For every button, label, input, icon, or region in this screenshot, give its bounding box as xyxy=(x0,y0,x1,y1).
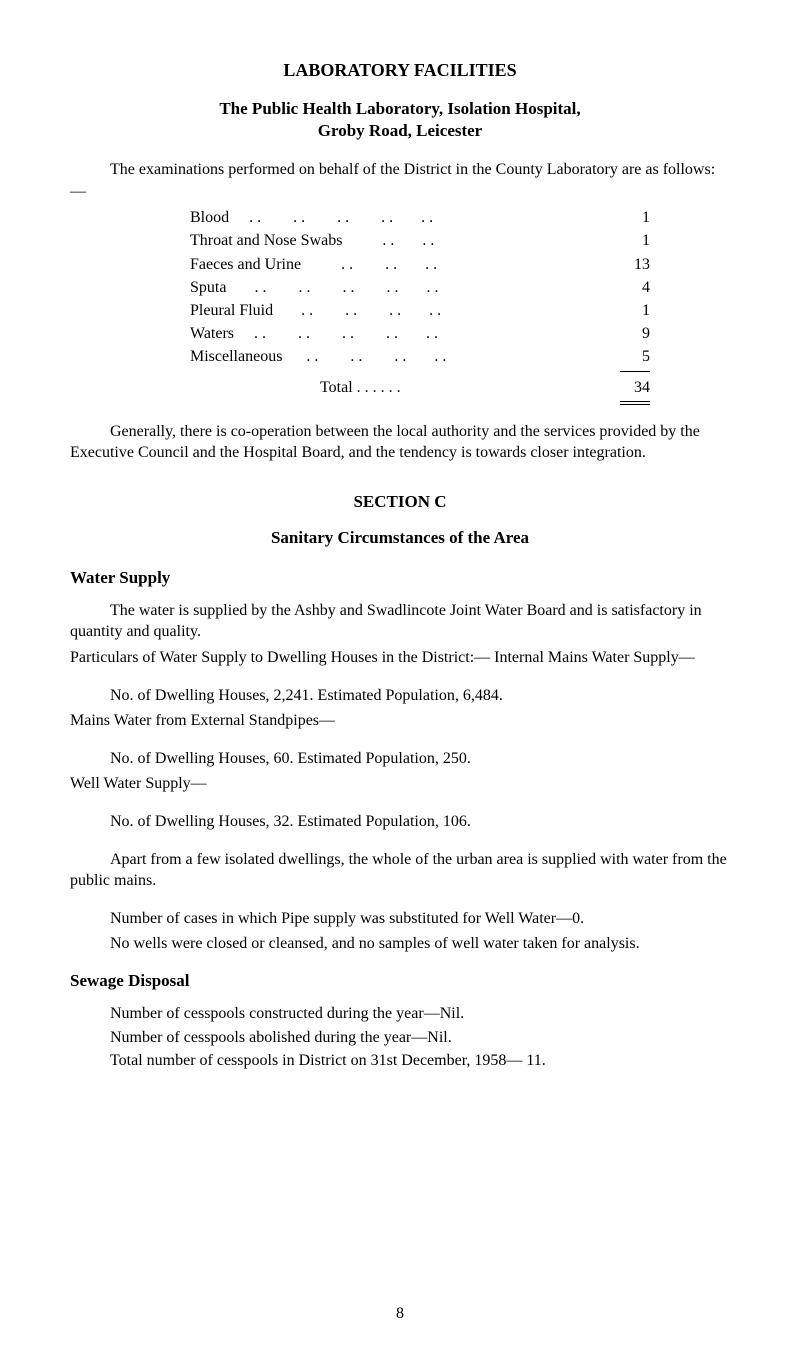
total-label: Total . . . . . . xyxy=(320,376,401,399)
table-rule xyxy=(620,371,650,372)
exam-value: 9 xyxy=(610,322,650,345)
water-supply-heading: Water Supply xyxy=(70,568,730,588)
table-double-rule-inner xyxy=(620,404,650,405)
exam-value: 5 xyxy=(610,345,650,368)
water-p4: Mains Water from External Standpipes— xyxy=(70,710,730,732)
water-p5: No. of Dwelling Houses, 60. Estimated Po… xyxy=(70,748,730,770)
sewage-p1: Number of cesspools constructed during t… xyxy=(70,1003,730,1025)
exam-value: 1 xyxy=(610,229,650,252)
table-row: Blood . . . . . . . . . . 1 xyxy=(190,206,650,229)
sewage-heading: Sewage Disposal xyxy=(70,971,730,991)
page-number: 8 xyxy=(0,1305,800,1323)
exam-label: Waters . . . . . . . . . . xyxy=(190,322,438,345)
table-row: Pleural Fluid . . . . . . . . 1 xyxy=(190,299,650,322)
table-row: Waters . . . . . . . . . . 9 xyxy=(190,322,650,345)
exam-label: Throat and Nose Swabs . . . . xyxy=(190,229,434,252)
sewage-p2: Number of cesspools abolished during the… xyxy=(70,1027,730,1049)
exam-label: Blood . . . . . . . . . . xyxy=(190,206,433,229)
exam-label: Sputa . . . . . . . . . . xyxy=(190,276,438,299)
total-row: Total . . . . . . 34 xyxy=(190,376,650,399)
water-p3: No. of Dwelling Houses, 2,241. Estimated… xyxy=(70,685,730,707)
section-c-heading: SECTION C xyxy=(70,492,730,512)
exam-label: Miscellaneous . . . . . . . . xyxy=(190,345,446,368)
table-row: Sputa . . . . . . . . . . 4 xyxy=(190,276,650,299)
table-row: Faeces and Urine . . . . . . 13 xyxy=(190,253,650,276)
intro-paragraph: The examinations performed on behalf of … xyxy=(70,159,730,202)
total-value: 34 xyxy=(610,376,650,399)
water-p8: Apart from a few isolated dwellings, the… xyxy=(70,849,730,892)
water-p10: No wells were closed or cleansed, and no… xyxy=(70,933,730,955)
document-page: LABORATORY FACILITIES The Public Health … xyxy=(0,0,800,1353)
exam-value: 13 xyxy=(610,253,650,276)
water-p6: Well Water Supply— xyxy=(70,773,730,795)
water-p2: Particulars of Water Supply to Dwelling … xyxy=(70,647,730,669)
sub-heading-2: Groby Road, Leicester xyxy=(70,121,730,141)
table-row: Throat and Nose Swabs . . . . 1 xyxy=(190,229,650,252)
sub-heading-1: The Public Health Laboratory, Isolation … xyxy=(70,99,730,119)
water-p7: No. of Dwelling Houses, 32. Estimated Po… xyxy=(70,811,730,833)
exam-value: 4 xyxy=(610,276,650,299)
exam-label: Pleural Fluid . . . . . . . . xyxy=(190,299,441,322)
table-row: Miscellaneous . . . . . . . . 5 xyxy=(190,345,650,368)
water-p1: The water is supplied by the Ashby and S… xyxy=(70,600,730,643)
sewage-p3: Total number of cesspools in District on… xyxy=(70,1050,730,1072)
exam-label: Faeces and Urine . . . . . . xyxy=(190,253,437,276)
water-p9: Number of cases in which Pipe supply was… xyxy=(70,908,730,930)
exam-value: 1 xyxy=(610,299,650,322)
cooperation-paragraph: Generally, there is co-operation between… xyxy=(70,421,730,464)
main-heading: LABORATORY FACILITIES xyxy=(70,60,730,81)
table-double-rule xyxy=(620,401,650,405)
examinations-table: Blood . . . . . . . . . . 1 Throat and N… xyxy=(190,206,650,405)
section-c-title: Sanitary Circumstances of the Area xyxy=(70,528,730,548)
exam-value: 1 xyxy=(610,206,650,229)
